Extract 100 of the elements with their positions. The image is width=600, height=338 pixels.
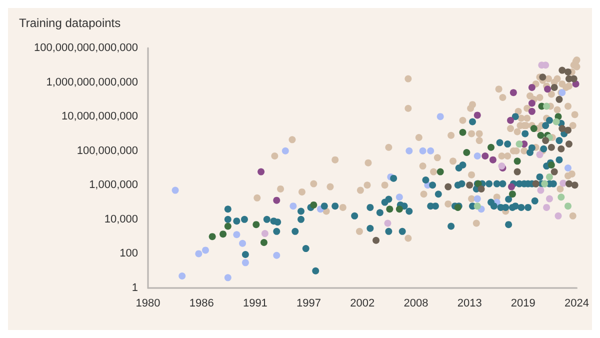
point <box>564 126 572 134</box>
y-axis-title: Training datapoints <box>19 16 121 30</box>
point <box>514 168 521 176</box>
y-tick-label: 10,000 <box>104 213 138 226</box>
point <box>406 147 413 154</box>
point <box>172 186 179 194</box>
point <box>550 84 558 91</box>
y-tick-label: 1,000,000 <box>89 179 138 192</box>
point <box>482 152 489 160</box>
point <box>552 118 560 126</box>
point <box>459 128 466 136</box>
point <box>478 185 485 192</box>
point <box>554 212 562 220</box>
point <box>224 222 232 230</box>
point <box>489 156 496 164</box>
point <box>474 152 481 160</box>
point <box>564 164 572 172</box>
x-tick-label: 1986 <box>189 298 214 310</box>
point <box>543 204 550 211</box>
point <box>195 250 202 258</box>
x-tick-label: 2013 <box>457 298 482 310</box>
point <box>202 246 209 254</box>
point <box>466 182 474 189</box>
y-tick-label: 1 <box>132 282 138 294</box>
point <box>258 168 265 176</box>
x-tick-label: 1991 <box>242 298 268 310</box>
point <box>474 112 481 119</box>
point <box>558 194 565 201</box>
point <box>536 151 544 158</box>
x-tick-label: 2024 <box>564 298 590 310</box>
point <box>463 149 470 156</box>
point <box>273 196 280 204</box>
point <box>556 96 563 103</box>
point <box>570 75 578 82</box>
point <box>239 240 246 247</box>
point <box>233 231 240 238</box>
point <box>242 259 249 266</box>
point <box>565 180 572 188</box>
point <box>528 84 536 91</box>
point <box>474 195 481 202</box>
point <box>564 68 572 76</box>
point <box>419 147 426 154</box>
point <box>396 194 403 201</box>
point <box>510 89 517 96</box>
point <box>558 66 566 74</box>
point <box>310 201 318 208</box>
point <box>571 182 578 189</box>
point <box>372 236 380 244</box>
y-tick-label: 100,000,000 <box>76 144 138 157</box>
point <box>550 168 558 176</box>
point <box>528 108 536 115</box>
point <box>427 147 434 154</box>
point <box>436 168 444 176</box>
x-tick-label: 1980 <box>136 298 160 310</box>
point <box>261 230 268 238</box>
point <box>252 221 260 228</box>
point <box>548 144 555 151</box>
point <box>564 202 572 210</box>
point <box>537 186 544 194</box>
point <box>542 137 550 144</box>
point <box>546 195 553 202</box>
x-tick-label: 2019 <box>510 298 536 310</box>
point <box>396 206 403 213</box>
point <box>282 147 289 154</box>
point <box>488 144 495 151</box>
y-tick-label: 1,000,000,000,000 <box>46 76 138 88</box>
point <box>558 125 566 132</box>
point <box>273 252 280 259</box>
point <box>384 220 392 227</box>
point <box>544 86 552 93</box>
point <box>558 145 565 152</box>
point <box>260 239 268 246</box>
x-tick-label: 1997 <box>296 298 322 310</box>
point <box>539 74 546 81</box>
point <box>208 233 216 240</box>
point <box>436 113 444 120</box>
point <box>543 102 550 110</box>
point <box>537 132 544 139</box>
point <box>290 202 297 210</box>
point <box>386 206 394 213</box>
x-tick-label: 2002 <box>350 298 375 310</box>
point <box>530 125 538 132</box>
point <box>508 190 516 198</box>
x-tick-label: 2008 <box>404 298 428 310</box>
point <box>546 173 553 180</box>
point <box>474 202 481 210</box>
y-tick-label: 100,000,000,000,000 <box>34 42 138 54</box>
point <box>560 180 567 187</box>
y-tick-label: 100 <box>120 248 138 260</box>
point <box>565 140 572 148</box>
point <box>224 274 232 282</box>
point <box>178 272 186 280</box>
point <box>508 183 515 190</box>
point <box>444 183 452 190</box>
point <box>514 158 521 165</box>
point <box>220 230 227 238</box>
point <box>528 100 536 107</box>
point <box>516 140 523 148</box>
point <box>572 80 580 88</box>
y-tick-label: 10,000,000,000 <box>62 110 138 123</box>
